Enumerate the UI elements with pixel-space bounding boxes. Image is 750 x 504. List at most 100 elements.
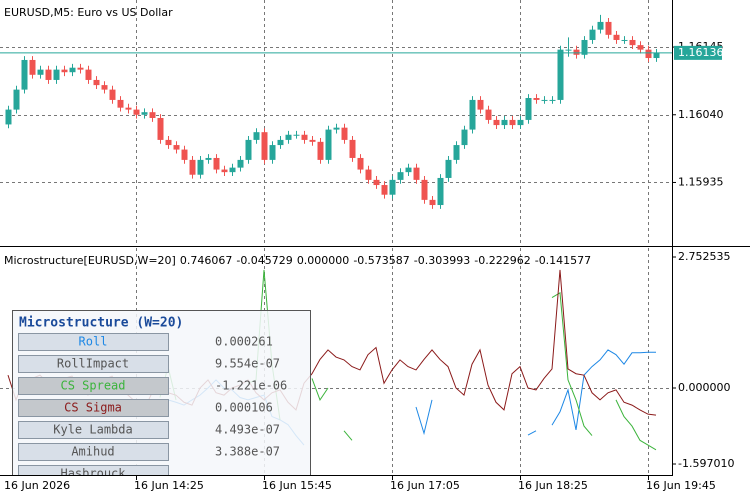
current-price-tag [674,45,722,60]
candle-body [301,134,308,140]
candle-body [477,99,484,110]
candle-body [165,139,172,146]
candle-body [245,139,252,160]
metric-value: 0.000261 [215,335,273,349]
candle-body [341,127,348,140]
candle-body [461,129,468,146]
candle-body [381,185,388,195]
candle-body [445,159,452,178]
current-price-label: 1.16136 [678,46,724,59]
indicator-header-value: -0.303993 [414,254,470,267]
candle-body [413,167,420,180]
candle-body [597,21,604,30]
candle-body [437,177,444,206]
toggle-button-label[interactable]: Amihud [71,445,114,459]
indicator-header: Microstructure[EURUSD,W=20] 0.746067 -0.04… [4,254,591,267]
candle-body [397,172,404,180]
candle-body [269,145,276,160]
candle-body [573,49,580,55]
candle-body [253,132,260,140]
metric-value: 3.388e-07 [215,445,280,459]
toggle-button[interactable] [18,355,169,373]
candle-body [621,39,628,41]
metric-value: 0.000106 [215,401,273,415]
x-tick-label: 16 Jun 17:05 [390,479,460,492]
candle-body [613,34,620,40]
indicator-header-value: -0.222962 [474,254,530,267]
y-tick-label: 2.752535 [678,250,731,263]
candle-body [557,49,564,100]
toggle-button[interactable] [18,421,169,439]
grid [0,0,672,475]
candle-body [629,39,636,46]
axes: EURUSD,M5: Euro vs US Dollar 16 Jun 2026… [0,0,750,492]
x-tick-label: 16 Jun 19:45 [646,479,716,492]
candle-body [197,159,204,175]
candle-body [541,99,548,101]
toggle-button[interactable] [18,333,169,351]
candle-body [173,145,180,150]
candle-body [181,149,188,160]
candle-body [349,139,356,158]
candle-body [45,69,52,80]
candle-body [229,167,236,173]
indicator-header-value: 0.746067 [180,254,233,267]
toggle-button[interactable] [18,399,169,417]
candle-body [509,119,516,126]
candle-body [5,109,12,125]
candle-body [453,145,460,160]
candle-body [429,199,436,206]
candle-body [53,69,60,80]
indicator-header-value: -0.045729 [236,254,292,267]
candle-body [133,109,140,115]
indicator-header-value: -0.573587 [353,254,409,267]
candle-body [13,89,20,110]
candle-body [389,179,396,195]
candle-body [205,157,212,160]
candle-body [77,67,84,70]
candle-body [365,169,372,180]
candle-body [93,79,100,86]
y-tick-label: 1.16040 [678,108,724,121]
y-tick-label: 0.000000 [678,381,731,394]
candle-body [533,98,540,100]
candle-body [421,179,428,200]
candle-body [85,69,92,80]
candle-body [581,39,588,55]
candle-body [293,134,300,136]
candle-body [469,99,476,130]
candle-body [285,134,292,140]
candle-body [261,132,268,160]
indicator-header-value: -0.141577 [535,254,591,267]
toggle-button[interactable] [18,465,169,483]
toggle-button-label[interactable]: CS Spread [60,379,125,393]
indicator-header-value: 0.000000 [297,254,350,267]
toggle-button-label[interactable]: Hasbrouck [60,467,126,481]
toggle-button-label[interactable]: Kyle Lambda [53,423,132,437]
toggle-button-label[interactable]: Roll [79,335,108,349]
candle-body [549,99,556,101]
metric-value: -1.221e-06 [215,379,287,393]
candle-body [605,21,612,35]
candle-body [645,49,652,59]
candle-body [221,169,228,173]
candle-body [237,159,244,168]
candle-body [357,157,364,170]
candle-body [117,99,124,108]
candle-body [37,69,44,75]
metric-value: 9.554e-07 [215,357,280,371]
toggle-button[interactable] [18,377,169,395]
toggle-button-label[interactable]: CS Sigma [64,401,122,415]
candle-body [69,67,76,73]
chart-title: EURUSD,M5: Euro vs US Dollar [4,6,173,19]
candle-body [333,127,340,130]
panel-title: Microstructure (W=20) [19,316,183,331]
candle-body [61,69,68,73]
y-tick-label: -1.597010 [678,457,734,470]
toggle-button[interactable] [18,443,169,461]
toggle-button-label[interactable]: RollImpact [57,357,129,371]
candle-body [21,59,28,90]
candle-body [637,45,644,50]
candle-body [29,59,36,75]
